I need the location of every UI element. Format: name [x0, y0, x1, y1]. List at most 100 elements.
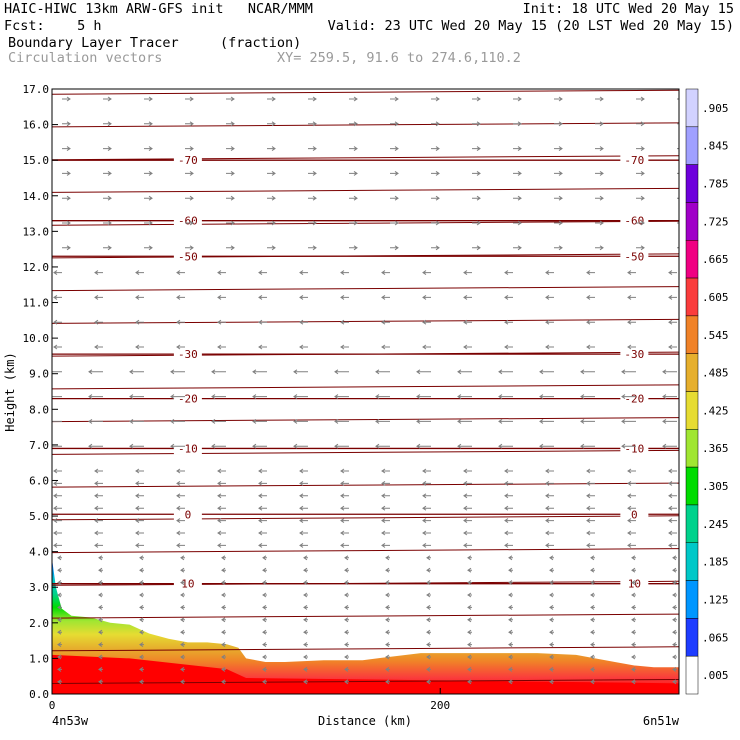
circulation-vector: [422, 344, 431, 350]
y-tick-label: 1.0: [29, 652, 49, 665]
circulation-vector: [426, 642, 431, 648]
contour-label-bg: [173, 214, 202, 227]
colorbar-label: .005: [702, 669, 729, 682]
circulation-vector: [176, 480, 185, 486]
circulation-vector: [463, 468, 472, 474]
circulation-vector: [631, 654, 636, 660]
circulation-vector: [135, 493, 144, 499]
contour-line: [52, 482, 679, 488]
circulation-vector: [463, 505, 472, 511]
circulation-vector: [308, 96, 317, 102]
contour-label: -60: [624, 215, 644, 228]
circulation-vector: [262, 592, 267, 598]
circulation-vector: [252, 394, 267, 400]
circulation-vector: [385, 666, 390, 672]
circulation-vector: [513, 121, 522, 127]
circulation-vector: [422, 542, 431, 548]
circulation-vector: [672, 629, 677, 635]
circulation-vector: [262, 666, 267, 672]
circulation-vector: [267, 220, 276, 226]
circulation-vector: [636, 170, 645, 176]
circulation-vector: [549, 604, 554, 610]
circulation-vector: [267, 121, 276, 127]
circulation-vector: [549, 617, 554, 623]
circulation-vector: [595, 220, 604, 226]
circulation-vector: [185, 146, 194, 152]
circulation-vector: [549, 592, 554, 598]
circulation-vector: [472, 96, 481, 102]
circulation-vector: [344, 666, 349, 672]
circulation-vector: [539, 443, 554, 449]
contour-line: [52, 253, 679, 259]
circulation-vector: [426, 666, 431, 672]
circulation-vector: [57, 567, 62, 573]
circulation-vector: [595, 170, 604, 176]
circulation-vector: [426, 679, 431, 685]
circulation-vector: [135, 270, 144, 276]
circulation-vector: [375, 394, 390, 400]
circulation-vector: [672, 617, 677, 623]
circulation-vector: [94, 270, 103, 276]
circulation-vector: [258, 480, 267, 486]
circulation-vector: [344, 679, 349, 685]
circulation-vector: [504, 542, 513, 548]
circulation-vector: [340, 270, 349, 276]
circulation-vector: [513, 96, 522, 102]
circulation-vector: [262, 642, 267, 648]
contour-label: 0: [185, 508, 192, 521]
circulation-vector: [390, 170, 399, 176]
contour-label-bg: [173, 250, 202, 263]
circulation-vector: [57, 604, 62, 610]
circulation-vector: [431, 245, 440, 251]
circulation-vector: [267, 96, 276, 102]
circulation-vector: [631, 604, 636, 610]
circulation-vector: [88, 394, 103, 400]
circulation-vector: [467, 666, 472, 672]
circulation-vector: [627, 294, 636, 300]
contour-label-bg: [620, 214, 649, 227]
contour-label: 0: [631, 508, 638, 521]
circulation-vector: [504, 530, 513, 536]
contour-label-bg: [620, 442, 649, 455]
circulation-vector: [344, 642, 349, 648]
circulation-vector: [590, 679, 595, 685]
circulation-vector: [668, 270, 677, 276]
colorbar-swatch: [685, 542, 699, 581]
circulation-vector: [498, 418, 513, 424]
circulation-vector: [508, 629, 513, 635]
init-time: Init: 18 UTC Wed 20 May 15: [522, 1, 734, 17]
circulation-vector: [595, 245, 604, 251]
circulation-vector: [139, 642, 144, 648]
circulation-vector: [586, 344, 595, 350]
circulation-vector: [53, 505, 62, 511]
contour-line: [52, 318, 679, 324]
circulation-vector: [375, 369, 390, 375]
circulation-vector: [385, 629, 390, 635]
circulation-vector: [467, 604, 472, 610]
circulation-vector: [340, 530, 349, 536]
circulation-vector: [252, 443, 267, 449]
circulation-vector: [185, 245, 194, 251]
contour-line: [52, 384, 679, 390]
circulation-vector: [299, 518, 308, 524]
circulation-vector: [668, 518, 677, 524]
circulation-vector: [176, 294, 185, 300]
circulation-vector: [258, 505, 267, 511]
circulation-vector: [631, 642, 636, 648]
circulation-vector: [221, 679, 226, 685]
circulation-vector: [135, 505, 144, 511]
circulation-vector: [303, 555, 308, 561]
circulation-vector: [381, 270, 390, 276]
circulation-vector: [463, 530, 472, 536]
circulation-vector: [185, 96, 194, 102]
circulation-vector: [180, 654, 185, 660]
circulation-vector: [463, 542, 472, 548]
contour-line: [52, 417, 679, 423]
circulation-vector: [508, 580, 513, 586]
colorbar-swatch: [685, 88, 699, 128]
circulation-vector: [144, 146, 153, 152]
circulation-vector: [135, 530, 144, 536]
circulation-vector: [513, 220, 522, 226]
circulation-vector: [308, 146, 317, 152]
circulation-vector: [472, 121, 481, 127]
